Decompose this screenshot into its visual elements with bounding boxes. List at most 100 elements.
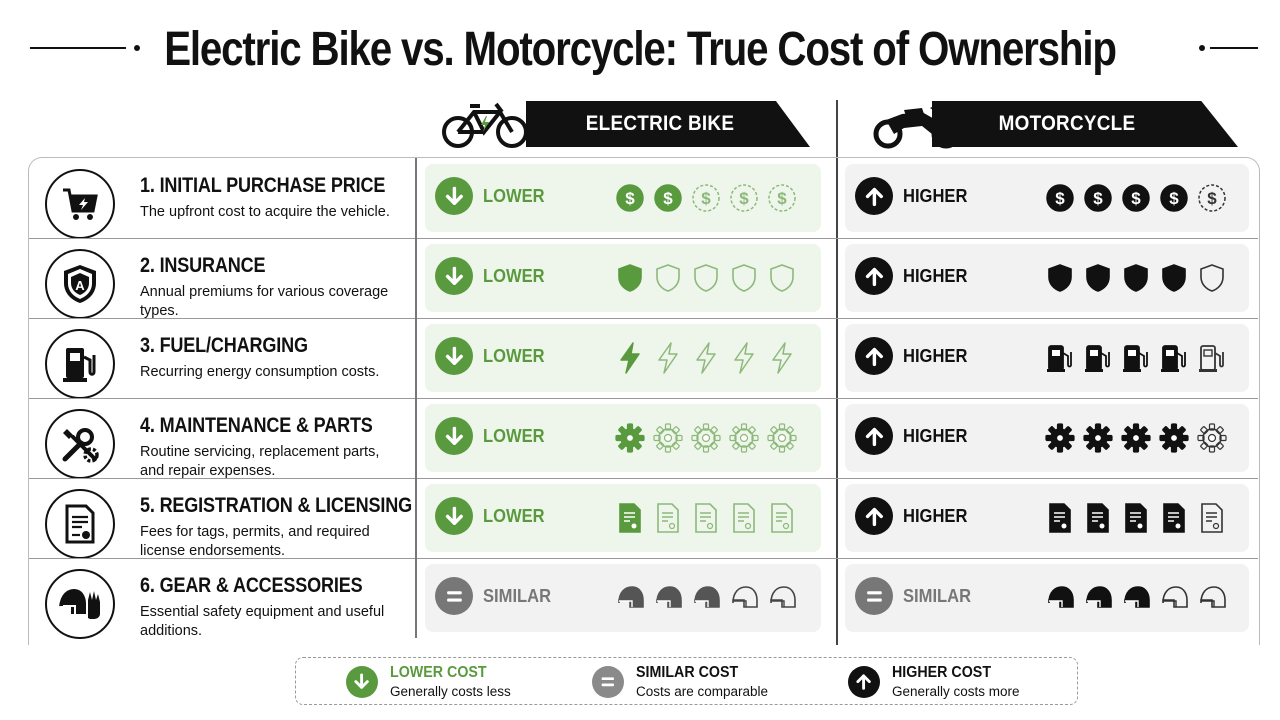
fuel-icon (1045, 342, 1075, 374)
ebike-cost-cell: LOWER (425, 244, 821, 312)
cost-level-icons: $ $ $ $ $ (1045, 182, 1227, 214)
title-deco-dot-left (134, 45, 140, 51)
dollar-icon: $ (691, 182, 721, 214)
equals-icon (435, 577, 473, 615)
ebike-header-label: ELECTRIC BIKE (585, 112, 735, 135)
helmet-icon (1159, 582, 1189, 614)
category-description: The upfront cost to acquire the vehicle. (140, 204, 390, 220)
helmet-icon (767, 582, 797, 614)
row-divider (29, 237, 1258, 239)
row-divider (29, 317, 1258, 319)
helmet-icon (691, 582, 721, 614)
arrow-up-icon (855, 177, 893, 215)
column-separator (415, 558, 417, 638)
category-title: 3. FUEL/CHARGING (140, 334, 308, 357)
status-label: LOWER (483, 506, 545, 526)
bolt-icon (653, 342, 683, 374)
motorcycle-cost-cell: SIMILAR (845, 564, 1249, 632)
fuel-pump-icon (45, 329, 115, 399)
motorcycle-column-header: MOTORCYCLE (868, 96, 1248, 154)
doc-icon (653, 502, 683, 534)
ebike-header-banner (526, 101, 810, 147)
arrow-up-icon (855, 257, 893, 295)
table-row: 6. GEAR & ACCESSORIES Essential safety eq… (29, 558, 1258, 639)
ebike-cost-cell: LOWER (425, 484, 821, 552)
shield-icon (1045, 262, 1075, 294)
shield-icon (691, 262, 721, 294)
fuel-icon (1197, 342, 1227, 374)
row-divider (29, 397, 1258, 399)
helmet-icon (729, 582, 759, 614)
shield-icon (729, 262, 759, 294)
shield-icon (1159, 262, 1189, 294)
legend-item-similar: SIMILAR COST Costs are comparable (592, 662, 792, 702)
shield-icon (1197, 262, 1227, 294)
helmet-icon (1045, 582, 1075, 614)
ebike-cost-cell: SIMILAR (425, 564, 821, 632)
arrow-down-icon (346, 666, 378, 698)
shield-icon (653, 262, 683, 294)
arrow-down-icon (435, 257, 473, 295)
dollar-icon: $ (729, 182, 759, 214)
status-label: HIGHER (903, 346, 968, 366)
doc-icon (767, 502, 797, 534)
motorcycle-header-banner (932, 101, 1238, 147)
cost-level-icons (1045, 422, 1227, 454)
bolt-icon (615, 342, 645, 374)
status-label: LOWER (483, 346, 545, 366)
gear-icon (615, 422, 645, 454)
column-separator (415, 398, 417, 478)
status-label: SIMILAR (483, 586, 552, 606)
gear-icon (1159, 422, 1189, 454)
row-divider (29, 477, 1258, 479)
dollar-icon: $ (767, 182, 797, 214)
gear-icon (1121, 422, 1151, 454)
equals-icon (855, 577, 893, 615)
table-row: 3. FUEL/CHARGING Recurring energy consump… (29, 318, 1258, 399)
svg-text:A: A (75, 278, 85, 293)
status-label: LOWER (483, 186, 545, 206)
column-divider (836, 100, 838, 645)
svg-text:$: $ (1207, 189, 1217, 208)
legend-subtitle: Generally costs more (892, 684, 1020, 699)
doc-icon (1159, 502, 1189, 534)
svg-text:$: $ (701, 189, 711, 208)
dollar-icon: $ (1197, 182, 1227, 214)
dollar-icon: $ (1159, 182, 1189, 214)
column-separator (415, 158, 417, 238)
arrow-down-icon (435, 177, 473, 215)
legend-item-lower: LOWER COST Generally costs less (346, 662, 546, 702)
ebike-column-header: ELECTRIC BIKE (440, 96, 820, 154)
svg-text:$: $ (1093, 189, 1103, 208)
title-row: Electric Bike vs. Motorcycle: True Cost … (0, 18, 1280, 82)
ebike-cost-cell: LOWER $ $ $ $ $ (425, 164, 821, 232)
fuel-icon (1083, 342, 1113, 374)
cost-level-icons (615, 502, 797, 534)
title-deco-line-left (30, 47, 126, 49)
arrow-up-icon (855, 497, 893, 535)
arrow-down-icon (435, 417, 473, 455)
column-separator (415, 478, 417, 558)
legend-item-higher: HIGHER COST Generally costs more (848, 662, 1048, 702)
title-deco-dot-right (1199, 45, 1205, 51)
shield-icon (615, 262, 645, 294)
cost-level-icons (1045, 502, 1227, 534)
gear-icon (767, 422, 797, 454)
doc-icon (1045, 502, 1075, 534)
title-deco-line-right (1210, 47, 1258, 49)
gear-icon (1045, 422, 1075, 454)
helmet-icon (1197, 582, 1227, 614)
bolt-icon (729, 342, 759, 374)
svg-text:$: $ (1131, 189, 1141, 208)
status-label: LOWER (483, 426, 545, 446)
svg-text:$: $ (777, 189, 787, 208)
gear-icon (653, 422, 683, 454)
svg-text:$: $ (739, 189, 749, 208)
status-label: SIMILAR (903, 586, 972, 606)
gear-icon (1197, 422, 1227, 454)
table-row: 4. MAINTENANCE & PARTS Routine servicing,… (29, 398, 1258, 479)
fuel-icon (1121, 342, 1151, 374)
category-title: 5. REGISTRATION & LICENSING (140, 494, 412, 517)
category-description: Annual premiums for various coverage typ… (140, 284, 389, 319)
arrow-down-icon (435, 497, 473, 535)
